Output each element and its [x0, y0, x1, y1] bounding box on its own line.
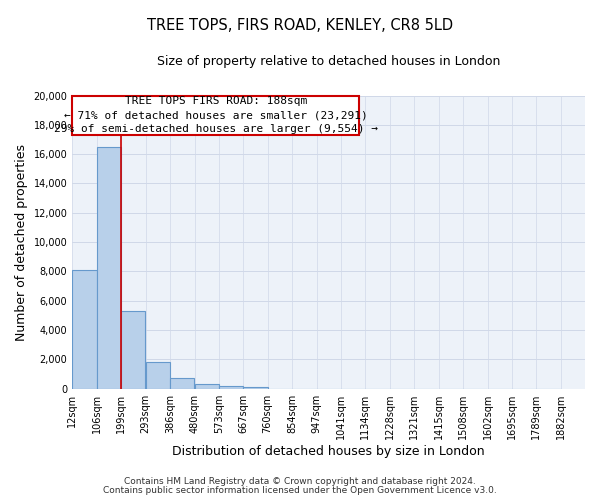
Text: Contains public sector information licensed under the Open Government Licence v3: Contains public sector information licen… [103, 486, 497, 495]
Bar [146, 362, 170, 388]
Bar [194, 384, 219, 388]
Bar [170, 378, 194, 388]
Bar [219, 386, 243, 388]
Y-axis label: Number of detached properties: Number of detached properties [15, 144, 28, 340]
X-axis label: Distribution of detached houses by size in London: Distribution of detached houses by size … [172, 444, 485, 458]
Bar [244, 387, 268, 388]
Bar [121, 311, 145, 388]
FancyBboxPatch shape [72, 96, 359, 135]
Text: Contains HM Land Registry data © Crown copyright and database right 2024.: Contains HM Land Registry data © Crown c… [124, 477, 476, 486]
Bar [72, 270, 97, 388]
Title: Size of property relative to detached houses in London: Size of property relative to detached ho… [157, 55, 500, 68]
Text: TREE TOPS, FIRS ROAD, KENLEY, CR8 5LD: TREE TOPS, FIRS ROAD, KENLEY, CR8 5LD [147, 18, 453, 32]
Text: TREE TOPS FIRS ROAD: 188sqm
← 71% of detached houses are smaller (23,291)
29% of: TREE TOPS FIRS ROAD: 188sqm ← 71% of det… [54, 96, 378, 134]
Bar [97, 147, 121, 388]
